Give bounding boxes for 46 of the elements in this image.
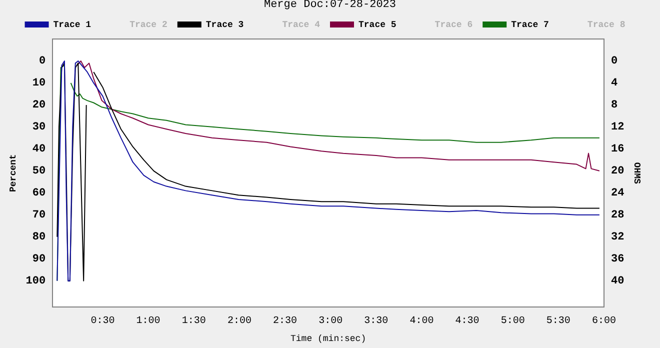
y-tick-label: 30 xyxy=(32,122,46,134)
text: Trace 6 xyxy=(434,20,473,30)
y2-tick-label: 12 xyxy=(611,122,624,134)
x-tick-label: 4:30 xyxy=(455,316,480,327)
y2-tick-label: 0 xyxy=(611,56,618,68)
y-tick-label: 80 xyxy=(32,232,46,244)
y-tick-label: 10 xyxy=(32,78,46,90)
y-tick-label: 70 xyxy=(32,210,46,222)
y2-tick-label: 20 xyxy=(611,166,624,178)
chart-title: Merge Doc:07-28-2023 xyxy=(262,0,398,11)
x-tick-label: 4:00 xyxy=(410,316,434,327)
text: Trace 2 xyxy=(130,20,168,30)
y-axis-title: Percent xyxy=(8,154,19,192)
x-tick-label: 6:00 xyxy=(592,316,616,327)
legend-label: Trace 1 xyxy=(53,20,92,30)
x-tick-label: 1:00 xyxy=(136,316,160,327)
y-tick-label: 40 xyxy=(32,144,46,156)
x-tick-label: 0:30 xyxy=(90,316,115,327)
x-axis-title: Time (min:sec) xyxy=(290,334,366,344)
y2-tick-label: 8 xyxy=(611,100,618,112)
x-tick-label: 3:30 xyxy=(364,316,388,327)
text: Trace 4 xyxy=(282,20,321,30)
y2-tick-label: 16 xyxy=(611,144,624,156)
y2-tick-label: 28 xyxy=(611,210,625,222)
x-tick-label: 1:30 xyxy=(182,316,206,327)
y-tick-label: 100 xyxy=(26,276,46,288)
x-tick-label: 3:00 xyxy=(318,316,343,327)
y2-tick-label: 24 xyxy=(611,188,625,200)
y2-tick-label: 40 xyxy=(611,276,624,288)
y-tick-label: 90 xyxy=(32,254,46,266)
x-tick-label: 5:30 xyxy=(546,316,570,327)
text: Trace 8 xyxy=(587,20,626,30)
y-tick-label: 60 xyxy=(32,188,46,200)
x-tick-label: 2:30 xyxy=(273,316,298,327)
y-tick-label: 20 xyxy=(32,100,46,112)
legend-label: Trace 5 xyxy=(358,20,396,30)
y-tick-label: 0 xyxy=(38,56,46,68)
x-tick-label: 5:00 xyxy=(500,316,525,327)
y-tick-label: 50 xyxy=(32,166,46,178)
x-tick-label: 2:00 xyxy=(227,316,252,327)
legend-label: Trace 7 xyxy=(511,20,549,30)
y2-tick-label: 32 xyxy=(611,232,624,244)
legend-label: Trace 3 xyxy=(206,20,244,30)
y2-tick-label: 36 xyxy=(611,254,624,266)
y2-tick-label: 4 xyxy=(611,78,618,90)
y2-axis-title: OHMS xyxy=(631,162,642,184)
